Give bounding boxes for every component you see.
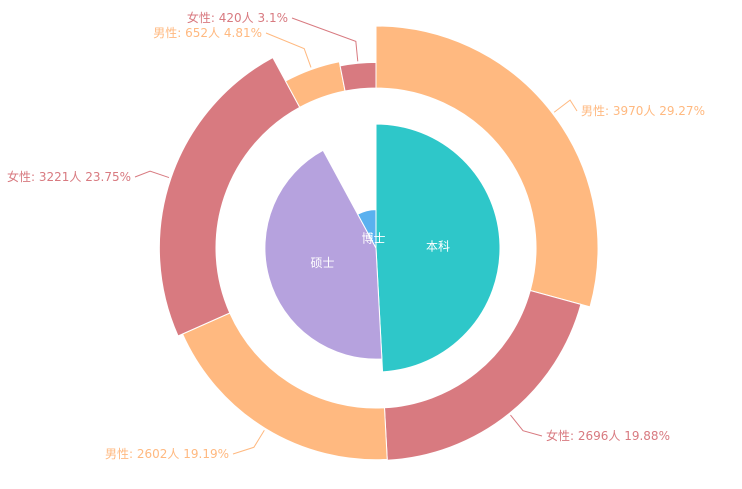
outer-slice-4[interactable] xyxy=(158,56,301,337)
outer-ring xyxy=(158,25,599,461)
inner-pie xyxy=(264,123,501,373)
inner-slice-label: 本科 xyxy=(426,239,450,253)
label-leader-line xyxy=(134,170,170,179)
outer-slice-label: 男性: 652人 4.81% xyxy=(153,26,262,40)
outer-slice-2[interactable] xyxy=(383,289,582,461)
label-leader-line xyxy=(553,99,578,113)
outer-slice-label: 女性: 2696人 19.88% xyxy=(546,428,670,443)
inner-slice-label: 硕士 xyxy=(311,256,335,270)
inner-slice-label: 博士 xyxy=(362,230,386,245)
label-leader-line xyxy=(291,17,359,62)
outer-slice-label: 男性: 3970人 29.27% xyxy=(581,104,705,118)
outer-slice-1[interactable] xyxy=(375,25,599,308)
inner-slice-2[interactable] xyxy=(264,149,383,360)
label-leader-line xyxy=(510,414,543,437)
outer-slice-6[interactable] xyxy=(339,61,377,92)
outer-slice-label: 女性: 3221人 23.75% xyxy=(7,169,131,184)
inner-slice-3[interactable] xyxy=(357,209,377,249)
label-leader-line xyxy=(265,32,312,68)
outer-slice-label: 女性: 420人 3.1% xyxy=(187,10,288,25)
inner-slice-1[interactable] xyxy=(375,123,501,373)
outer-slice-label: 男性: 2602人 19.19% xyxy=(105,447,229,461)
label-leader-line xyxy=(232,429,265,455)
